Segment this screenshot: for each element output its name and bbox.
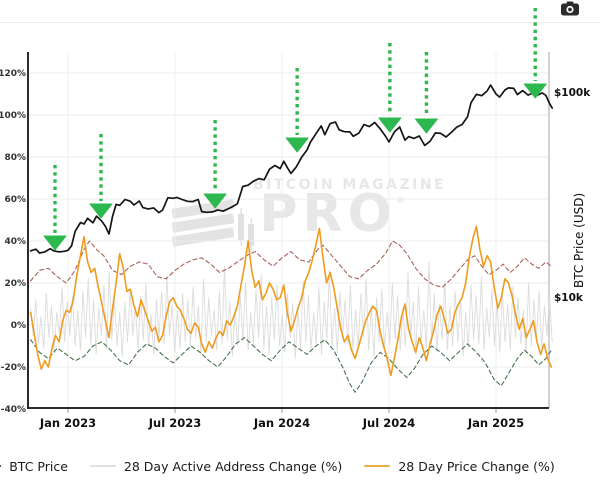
- legend-label-price-change: 28 Day Price Change (%): [398, 458, 555, 474]
- legend-item-price-change[interactable]: 28 Day Price Change (%): [364, 458, 555, 474]
- y-axis-tick-label: 60%: [4, 195, 26, 205]
- right-axis-tick-label: $10k: [554, 292, 584, 304]
- y-axis-tick-label: 80%: [4, 153, 26, 163]
- x-axis-tick-label: Jan 2024: [253, 416, 310, 430]
- event-arrow-head: [89, 203, 113, 219]
- event-arrow-head: [43, 235, 67, 251]
- event-arrow-head: [378, 117, 402, 133]
- legend-item-btc-price[interactable]: BTC Price: [0, 459, 68, 474]
- x-axis-tick-label: Jul 2024: [362, 416, 415, 430]
- y-axis-tick-label: 40%: [4, 237, 26, 247]
- camera-screenshot-icon[interactable]: [560, 1, 580, 16]
- series-btc-price: [29, 84, 554, 254]
- x-axis-tick-label: Jul 2023: [148, 416, 201, 430]
- chart-plot-area[interactable]: 120% 100% 80% 60% 40% 20% 0% -20% -40% Jan 2023 Ju…: [0, 0, 600, 445]
- legend-swatch-btc-price: [0, 464, 2, 468]
- chart-legend: BTC Price 28 Day Active Address Change (…: [0, 452, 555, 480]
- legend-swatch-price-change: [364, 464, 391, 468]
- event-arrow-head: [414, 118, 438, 134]
- y-axis-tick-label: -40%: [1, 405, 26, 415]
- legend-label-btc-price: BTC Price: [9, 458, 68, 474]
- series-28-day-price-change: [29, 225, 553, 377]
- y-axis-tick-label: 120%: [0, 69, 26, 79]
- x-axis-tick-label: Jan 2025: [467, 416, 524, 430]
- right-axis-tick-label: $100k: [554, 87, 591, 99]
- series-lower-band: [30, 337, 552, 393]
- event-arrow-head: [523, 83, 547, 99]
- legend-item-active-address-change[interactable]: 28 Day Active Address Change (%): [89, 458, 343, 474]
- y-axis-tick-label: 100%: [0, 111, 26, 121]
- top-divider: [0, 22, 600, 23]
- x-axis-tick-label: Jan 2023: [39, 416, 96, 430]
- legend-label-active-address-change: 28 Day Active Address Change (%): [123, 458, 343, 474]
- event-arrow-head: [285, 137, 309, 153]
- y-axis-tick-label: 20%: [4, 279, 26, 289]
- event-arrow-head: [203, 193, 227, 209]
- legend-swatch-active-address-change: [89, 464, 116, 468]
- y-axis-tick-label: 0%: [11, 321, 26, 331]
- right-axis-title: BTC Price (USD): [572, 192, 586, 288]
- y-axis-tick-label: -20%: [1, 363, 26, 373]
- series-28-day-active-address-change: [30, 261, 553, 360]
